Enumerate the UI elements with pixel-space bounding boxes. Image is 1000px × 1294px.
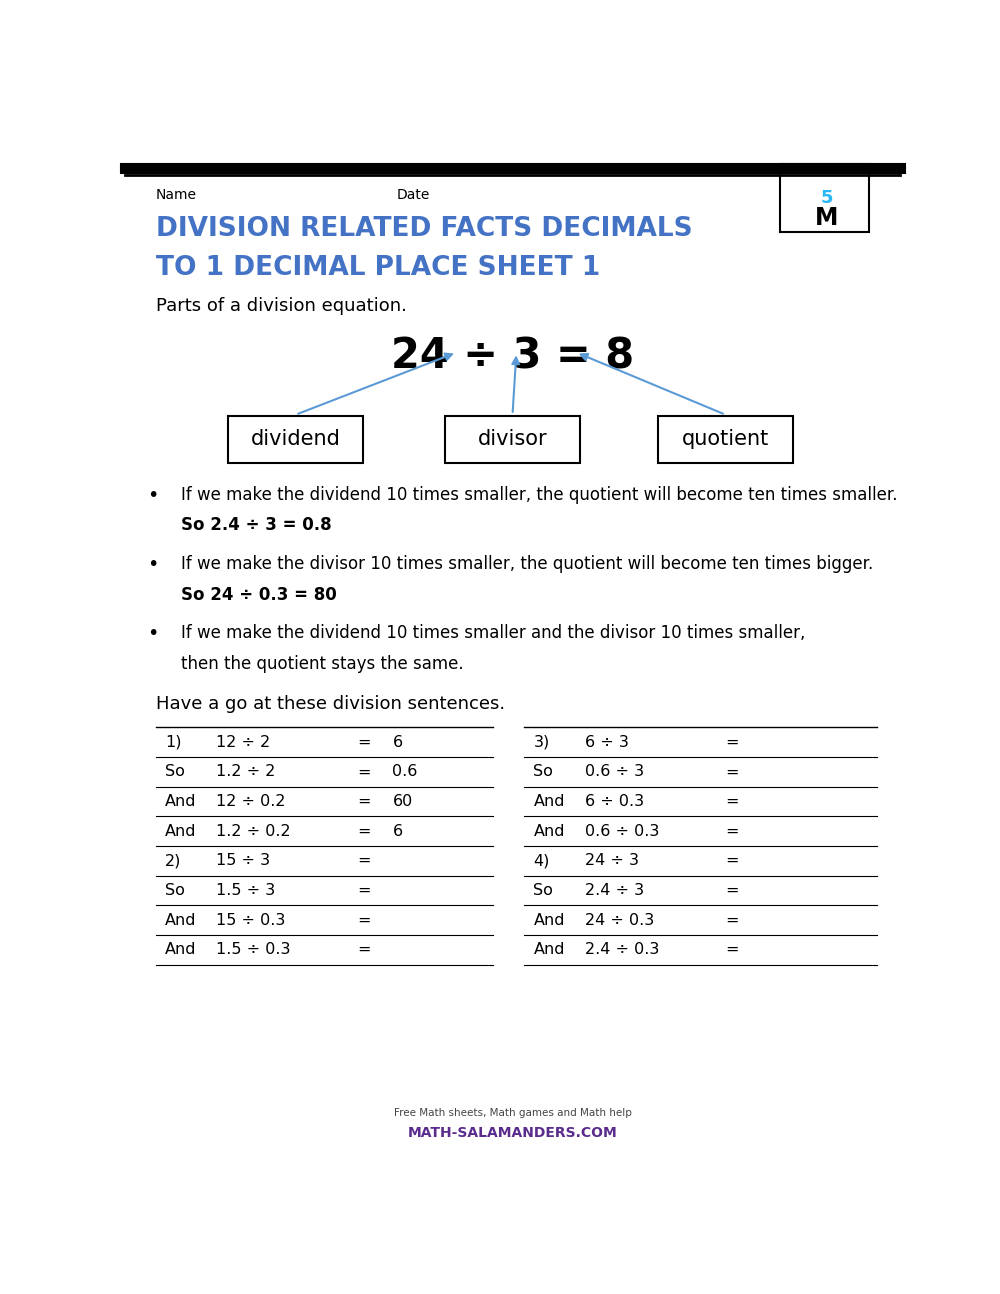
Text: And: And [165, 912, 197, 928]
Text: =: = [726, 853, 739, 868]
Text: So: So [533, 883, 553, 898]
Text: =: = [358, 765, 371, 779]
Text: So: So [533, 765, 553, 779]
Bar [228, 415, 363, 463]
Bar [780, 164, 869, 232]
Text: 0.6 ÷ 0.3: 0.6 ÷ 0.3 [585, 824, 659, 839]
Text: •: • [147, 555, 158, 575]
Text: Free Math sheets, Math games and Math help: Free Math sheets, Math games and Math he… [394, 1108, 631, 1118]
Text: DIVISION RELATED FACTS DECIMALS: DIVISION RELATED FACTS DECIMALS [156, 216, 693, 242]
Bar [445, 415, 580, 463]
Text: =: = [358, 883, 371, 898]
Text: 2): 2) [165, 853, 182, 868]
Text: 4): 4) [533, 853, 550, 868]
Text: 0.6 ÷ 3: 0.6 ÷ 3 [585, 765, 644, 779]
Text: And: And [165, 795, 197, 809]
Text: 1): 1) [165, 735, 182, 749]
Text: Name: Name [156, 188, 197, 202]
Text: •: • [147, 624, 158, 643]
Text: And: And [165, 942, 197, 958]
Text: =: = [358, 824, 371, 839]
Text: If we make the divisor 10 times smaller, the quotient will become ten times bigg: If we make the divisor 10 times smaller,… [181, 555, 878, 573]
Text: 0.6: 0.6 [392, 765, 418, 779]
Text: 5: 5 [820, 189, 833, 207]
Text: then the quotient stays the same.: then the quotient stays the same. [181, 655, 463, 673]
Text: =: = [726, 912, 739, 928]
Text: =: = [726, 765, 739, 779]
Text: 2.4 ÷ 0.3: 2.4 ÷ 0.3 [585, 942, 659, 958]
Text: So: So [165, 883, 185, 898]
Text: M: M [815, 207, 838, 230]
Text: So 24 ÷ 0.3 = 80: So 24 ÷ 0.3 = 80 [181, 586, 337, 604]
Text: =: = [726, 824, 739, 839]
Text: 15 ÷ 3: 15 ÷ 3 [216, 853, 271, 868]
Text: 1.5 ÷ 3: 1.5 ÷ 3 [216, 883, 276, 898]
Text: 24 ÷ 0.3: 24 ÷ 0.3 [585, 912, 654, 928]
Text: 1.5 ÷ 0.3: 1.5 ÷ 0.3 [216, 942, 291, 958]
Text: 12 ÷ 0.2: 12 ÷ 0.2 [216, 795, 286, 809]
Text: 6: 6 [392, 824, 402, 839]
Text: 3): 3) [533, 735, 550, 749]
Text: 2.4 ÷ 3: 2.4 ÷ 3 [585, 883, 644, 898]
Text: So: So [165, 765, 185, 779]
Text: 15 ÷ 0.3: 15 ÷ 0.3 [216, 912, 286, 928]
Text: Parts of a division equation.: Parts of a division equation. [156, 296, 407, 314]
Text: MATH-SALAMANDERS.COM: MATH-SALAMANDERS.COM [408, 1126, 617, 1140]
Text: dividend: dividend [251, 430, 340, 449]
Text: TO 1 DECIMAL PLACE SHEET 1: TO 1 DECIMAL PLACE SHEET 1 [156, 255, 600, 281]
Text: =: = [358, 912, 371, 928]
Text: 6: 6 [392, 735, 402, 749]
Text: 24 ÷ 3 = 8: 24 ÷ 3 = 8 [391, 335, 634, 378]
Text: 12 ÷ 2: 12 ÷ 2 [216, 735, 271, 749]
Text: •: • [147, 485, 158, 505]
Text: =: = [726, 942, 739, 958]
Text: =: = [358, 942, 371, 958]
Text: 1.2 ÷ 0.2: 1.2 ÷ 0.2 [216, 824, 291, 839]
Text: =: = [358, 795, 371, 809]
Text: =: = [726, 795, 739, 809]
Text: And: And [533, 942, 565, 958]
Text: =: = [726, 883, 739, 898]
Bar [658, 415, 793, 463]
Text: quotient: quotient [682, 430, 769, 449]
Text: 60: 60 [392, 795, 413, 809]
Text: 24 ÷ 3: 24 ÷ 3 [585, 853, 639, 868]
Text: And: And [533, 912, 565, 928]
Text: =: = [358, 853, 371, 868]
Text: And: And [165, 824, 197, 839]
Text: 6 ÷ 3: 6 ÷ 3 [585, 735, 628, 749]
Text: And: And [533, 795, 565, 809]
Text: 6 ÷ 0.3: 6 ÷ 0.3 [585, 795, 644, 809]
Text: 1.2 ÷ 2: 1.2 ÷ 2 [216, 765, 276, 779]
Text: Date: Date [396, 188, 430, 202]
Text: Have a go at these division sentences.: Have a go at these division sentences. [156, 695, 505, 713]
Text: If we make the dividend 10 times smaller and the divisor 10 times smaller,: If we make the dividend 10 times smaller… [181, 624, 805, 642]
Text: And: And [533, 824, 565, 839]
Text: =: = [358, 735, 371, 749]
Text: So 2.4 ÷ 3 = 0.8: So 2.4 ÷ 3 = 0.8 [181, 516, 331, 534]
Text: If we make the dividend 10 times smaller, the quotient will become ten times sma: If we make the dividend 10 times smaller… [181, 485, 903, 503]
Text: divisor: divisor [478, 430, 547, 449]
Text: =: = [726, 735, 739, 749]
